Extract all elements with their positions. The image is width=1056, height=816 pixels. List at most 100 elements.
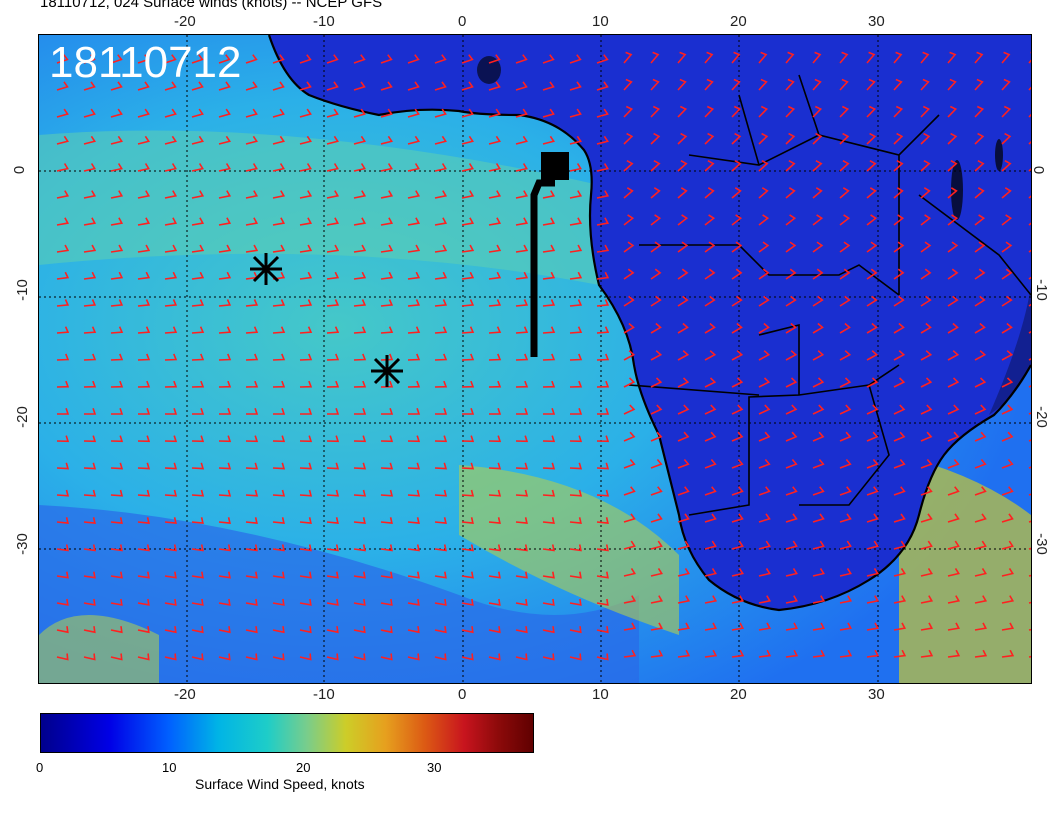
wind-barb: [623, 595, 637, 604]
wind-barb: [974, 458, 987, 469]
wind-barb: [650, 105, 661, 118]
wind-barb: [866, 377, 879, 388]
wind-barb: [515, 380, 529, 388]
wind-barb: [758, 78, 768, 91]
wind-barb: [110, 81, 123, 91]
wind-barb: [137, 217, 151, 226]
wind-barb: [137, 299, 151, 307]
wind-barb: [326, 163, 339, 172]
wind-barb: [785, 214, 797, 226]
wind-barb: [731, 649, 745, 658]
wind-barb: [191, 653, 204, 661]
wind-barb: [866, 404, 879, 415]
wind-barb: [380, 380, 394, 388]
wind-barb: [137, 190, 151, 199]
wind-barb: [110, 163, 123, 172]
wind-barb: [83, 435, 97, 443]
wind-barb: [488, 244, 502, 253]
wind-barb: [326, 462, 340, 470]
wind-barb: [947, 214, 959, 226]
wind-barb: [56, 217, 70, 226]
wind-barb: [191, 544, 204, 552]
wind-barb: [326, 81, 339, 91]
wind-barb: [866, 486, 879, 496]
wind-barb: [218, 163, 231, 172]
wind-barb: [785, 322, 797, 334]
wind-barb: [299, 299, 313, 307]
wind-barb: [920, 404, 933, 415]
wind-barb: [191, 190, 205, 199]
wind-barb: [272, 653, 285, 661]
wind-barb: [704, 51, 714, 64]
wind-barb: [138, 408, 151, 415]
wind-barb: [380, 81, 393, 91]
wind-barb: [947, 241, 959, 253]
wind-barb: [758, 486, 771, 496]
wind-barb: [1001, 431, 1014, 442]
wind-barb: [893, 431, 906, 442]
wind-barb: [677, 268, 689, 280]
wind-barb: [434, 135, 447, 145]
wind-barb: [569, 598, 582, 606]
wind-barb: [596, 81, 609, 91]
wind-barb: [245, 217, 259, 226]
wind-barb: [812, 458, 825, 469]
wind-barb: [164, 190, 178, 199]
wind-barb: [300, 408, 313, 415]
wind-barb: [218, 435, 232, 443]
wind-barb: [56, 299, 70, 307]
wind-barb: [569, 217, 583, 226]
wind-barb: [218, 380, 232, 388]
wind-barb: [704, 622, 718, 631]
wind-barb: [461, 190, 475, 199]
wind-barb: [137, 517, 150, 525]
wind-barb: [893, 350, 906, 361]
wind-barb: [731, 51, 741, 64]
wind-barb: [218, 271, 232, 280]
wind-barb: [434, 190, 448, 199]
wind-barb: [785, 377, 798, 388]
wind-barb: [353, 271, 367, 280]
wind-barb: [164, 435, 178, 443]
wind-barb: [380, 353, 394, 361]
wind-barb: [515, 190, 529, 199]
wind-barb: [434, 653, 447, 661]
left-tick-label: -30: [13, 533, 31, 555]
wind-barb: [704, 132, 715, 145]
wind-barb: [110, 326, 124, 334]
wind-barb: [245, 571, 258, 579]
wind-barb: [516, 408, 529, 415]
wind-barb: [677, 159, 688, 172]
wind-barb: [245, 517, 258, 525]
wind-barb: [488, 544, 501, 552]
wind-barb: [650, 458, 663, 469]
wind-barb: [866, 214, 878, 226]
wind-barb: [299, 517, 312, 525]
wind-barb: [947, 377, 960, 388]
wind-barb: [542, 462, 556, 470]
wind-barb: [191, 353, 205, 361]
wind-barb: [866, 295, 878, 307]
wind-barb: [488, 462, 502, 470]
wind-barb: [515, 353, 529, 361]
wind-barb: [893, 295, 905, 307]
wind-barb: [569, 81, 582, 91]
wind-barb: [893, 567, 906, 577]
wind-barb: [866, 132, 877, 145]
wind-barb: [191, 626, 204, 634]
wind-barb: [137, 244, 151, 253]
wind-barb: [785, 105, 796, 118]
wind-barb: [731, 567, 744, 577]
wind-barb: [650, 214, 662, 226]
wind-barb: [569, 326, 583, 334]
wind-barb: [218, 244, 232, 253]
wind-barb: [326, 571, 339, 579]
wind-barb: [866, 649, 880, 658]
right-tick-label: -30: [1032, 533, 1050, 555]
wind-barb: [974, 322, 986, 334]
wind-barb: [893, 322, 905, 334]
wind-barb: [839, 187, 850, 199]
wind-barb: [569, 135, 582, 145]
wind-barb: [272, 517, 285, 525]
wind-barb: [83, 626, 96, 634]
